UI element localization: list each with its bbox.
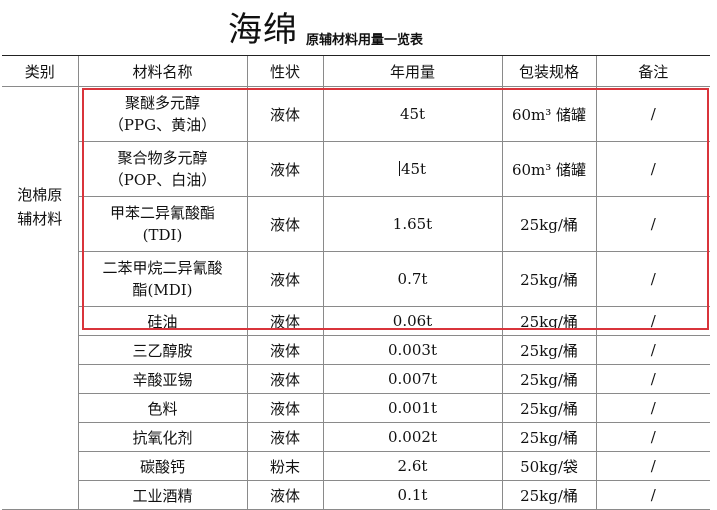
note-cell: / [595, 141, 710, 197]
note-cell: / [595, 364, 710, 394]
title-main: 海绵 [228, 10, 298, 50]
material-name-suffix: (TDI) [142, 226, 183, 244]
title-sub: 原辅材料用量一览表 [306, 33, 424, 48]
state-cell: 液体 [246, 422, 323, 452]
note-cell: / [595, 480, 710, 510]
table-row: 色料 液体 0.001t 25kg/桶 / [2, 393, 710, 423]
packaging-cell: 60m³ 储罐 [501, 141, 596, 197]
packaging-cell: 25kg/桶 [501, 196, 596, 252]
header-row: 类别 材料名称 性状 年用量 包装规格 备注 [2, 55, 710, 87]
amount-cell: 45t [322, 86, 502, 142]
amount-cell: 0.1t [322, 480, 502, 510]
material-name-cell: 聚合物多元醇 （POP、白油） [77, 141, 247, 197]
category-line-1: 泡棉原 [17, 186, 63, 204]
header-packaging: 包装规格 [501, 55, 596, 87]
category-cell: 泡棉原 辅材料 [2, 86, 78, 510]
state-cell: 液体 [246, 196, 323, 252]
table-row: 聚合物多元醇 （POP、白油） 液体 45t 60m³ 储罐 / [2, 141, 710, 197]
state-cell: 液体 [246, 335, 323, 365]
material-name-suffix: （POP、白油） [108, 171, 217, 189]
amount-cell: 0.003t [322, 335, 502, 365]
note-cell: / [595, 306, 710, 336]
state-cell: 液体 [246, 480, 323, 510]
material-name-suffix: （PPG、黄油） [108, 116, 217, 134]
material-name-cell: 甲苯二异氰酸酯 (TDI) [77, 196, 247, 252]
text-cursor [398, 161, 400, 176]
header-notes: 备注 [595, 55, 710, 87]
state-cell: 液体 [246, 306, 323, 336]
amount-cell: 0.7t [322, 251, 502, 307]
amount-cell: 1.65t [322, 196, 502, 252]
amount-value: 45t [400, 160, 427, 178]
category-line-2: 辅材料 [17, 210, 63, 228]
packaging-cell: 25kg/桶 [501, 335, 596, 365]
note-cell: / [595, 86, 710, 142]
amount-cell: 0.001t [322, 393, 502, 423]
state-cell: 粉末 [246, 451, 323, 481]
note-cell: / [595, 196, 710, 252]
table-row: 甲苯二异氰酸酯 (TDI) 液体 1.65t 25kg/桶 / [2, 196, 710, 252]
table-row: 硅油 液体 0.06t 25kg/桶 / [2, 306, 710, 336]
material-name-cell: 碳酸钙 [77, 451, 247, 481]
state-cell: 液体 [246, 393, 323, 423]
note-cell: / [595, 451, 710, 481]
header-material-name: 材料名称 [77, 55, 247, 87]
material-name: 二苯甲烷二异氰酸 [102, 259, 223, 277]
table-row: 碳酸钙 粉末 2.6t 50kg/袋 / [2, 451, 710, 481]
packaging-cell: 25kg/桶 [501, 251, 596, 307]
table-row: 泡棉原 辅材料 聚醚多元醇 （PPG、黄油） 液体 45t 60m³ 储罐 / [2, 86, 710, 510]
amount-cell: 0.06t [322, 306, 502, 336]
packaging-cell: 50kg/袋 [501, 451, 596, 481]
material-name: 聚合物多元醇 [117, 149, 208, 167]
table-row: 抗氧化剂 液体 0.002t 25kg/桶 / [2, 422, 710, 452]
note-cell: / [595, 422, 710, 452]
material-name: 甲苯二异氰酸酯 [109, 204, 215, 222]
amount-cell: 0.007t [322, 364, 502, 394]
packaging-cell: 25kg/桶 [501, 422, 596, 452]
amount-cell: 0.002t [322, 422, 502, 452]
table-row: 二苯甲烷二异氰酸 酯(MDI) 液体 0.7t 25kg/桶 / [2, 251, 710, 307]
packaging-cell: 25kg/桶 [501, 393, 596, 423]
material-name-cell: 色料 [77, 393, 247, 423]
packaging-cell: 25kg/桶 [501, 364, 596, 394]
material-name-cell: 二苯甲烷二异氰酸 酯(MDI) [77, 251, 247, 307]
state-cell: 液体 [246, 86, 323, 142]
material-name: 聚醚多元醇 [124, 94, 200, 112]
note-cell: / [595, 393, 710, 423]
state-cell: 液体 [246, 141, 323, 197]
materials-table: 类别 材料名称 性状 年用量 包装规格 备注 泡棉原 辅材料 聚醚多元醇 （PP… [2, 55, 710, 510]
packaging-cell: 25kg/桶 [501, 480, 596, 510]
table-row: 三乙醇胺 液体 0.003t 25kg/桶 / [2, 335, 710, 365]
material-name-cell: 聚醚多元醇 （PPG、黄油） [77, 86, 247, 142]
state-cell: 液体 [246, 251, 323, 307]
material-name-cell: 三乙醇胺 [77, 335, 247, 365]
state-cell: 液体 [246, 364, 323, 394]
material-name-cell: 工业酒精 [77, 480, 247, 510]
material-name-cell: 硅油 [77, 306, 247, 336]
material-name-cell: 抗氧化剂 [77, 422, 247, 452]
table-row: 工业酒精 液体 0.1t 25kg/桶 / [2, 480, 710, 510]
header-annual-amount: 年用量 [322, 55, 502, 87]
table-row: 辛酸亚锡 液体 0.007t 25kg/桶 / [2, 364, 710, 394]
note-cell: / [595, 335, 710, 365]
document-title: 海绵 原辅材料用量一览表 [0, 0, 717, 55]
amount-cell[interactable]: 45t [322, 141, 502, 197]
packaging-cell: 60m³ 储罐 [501, 86, 596, 142]
packaging-cell: 25kg/桶 [501, 306, 596, 336]
material-name-suffix: 酯(MDI) [132, 281, 193, 299]
header-state: 性状 [246, 55, 323, 87]
header-category: 类别 [2, 55, 78, 87]
amount-cell: 2.6t [322, 451, 502, 481]
material-name-cell: 辛酸亚锡 [77, 364, 247, 394]
note-cell: / [595, 251, 710, 307]
